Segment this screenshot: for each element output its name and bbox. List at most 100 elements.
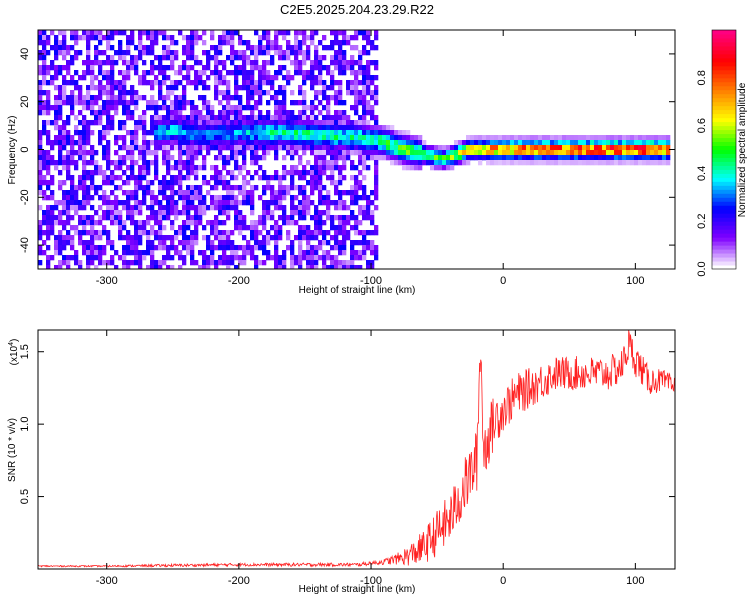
spectrogram-cell — [358, 55, 363, 61]
spectrogram-cell — [58, 210, 63, 216]
spectrogram-cell — [466, 145, 471, 151]
spectrogram-cell — [154, 40, 159, 46]
spectrogram-cell — [178, 30, 183, 36]
spectrogram-cell — [262, 150, 267, 156]
spectrogram-cell — [218, 210, 223, 216]
spectrogram-cell — [90, 150, 95, 156]
spectrogram-cell — [190, 150, 195, 156]
spectrogram-cell — [66, 255, 71, 261]
spectrogram-cell — [54, 120, 59, 126]
spectrogram-cell — [202, 235, 207, 241]
spectrogram-cell — [150, 250, 155, 256]
spectrogram-cell — [606, 145, 611, 151]
spectrogram-cell — [202, 140, 207, 146]
spectrogram-cell — [366, 260, 371, 266]
spectrogram-cell — [610, 135, 615, 141]
spectrogram-cell — [266, 70, 271, 76]
spectrogram-cell — [370, 115, 375, 121]
spectrogram-cell — [178, 150, 183, 156]
spectrogram-cell — [170, 255, 175, 261]
spectrogram-cell — [234, 220, 239, 226]
spectrogram-cell — [334, 230, 339, 236]
spectrogram-cell — [250, 245, 255, 251]
spectrogram-cell — [42, 220, 47, 226]
spectrogram-cell — [198, 80, 203, 86]
spectrogram-cell — [362, 35, 367, 41]
spectrogram-cell — [298, 155, 303, 161]
spectrogram-cell — [174, 145, 179, 151]
spectrogram-cell — [222, 120, 227, 126]
spectrogram-cell — [98, 255, 103, 261]
spectrogram-cell — [130, 210, 135, 216]
spectrogram-cell — [362, 240, 367, 246]
spectrogram-cell — [418, 140, 423, 146]
spectrogram-cell — [310, 105, 315, 111]
spectrogram-cell — [270, 130, 275, 136]
spectrogram-cell — [102, 195, 107, 201]
spectrogram-cell — [466, 140, 471, 146]
spectrogram-cell — [202, 130, 207, 136]
spectrogram-cell — [334, 55, 339, 61]
spectrogram-cell — [106, 90, 111, 96]
spectrogram-cell — [366, 145, 371, 151]
spectrogram-cell — [506, 140, 511, 146]
spectrogram-cell — [362, 65, 367, 71]
spectrogram-cell — [338, 215, 343, 221]
spectrogram-cell — [222, 75, 227, 81]
spectrogram-cell — [302, 205, 307, 211]
spectrogram-cell — [234, 125, 239, 131]
spectrogram-cell — [134, 160, 139, 166]
spectrogram-cell — [146, 235, 151, 241]
spectrogram-cell — [366, 70, 371, 76]
spectrogram-cell — [190, 135, 195, 141]
colorbar-swatch — [712, 109, 736, 115]
spectrogram-cell — [226, 155, 231, 161]
spectrogram-cell — [262, 260, 267, 266]
colorbar-swatch — [712, 233, 736, 238]
spectrogram-cell — [354, 90, 359, 96]
spectrogram-cell — [374, 120, 379, 126]
spectrogram-cell — [370, 95, 375, 101]
spectrogram-cell — [410, 155, 415, 161]
spectrogram-cell — [278, 190, 283, 196]
spectrogram-cell — [218, 110, 223, 116]
spectrogram-cell — [42, 230, 47, 236]
spectrogram-cell — [162, 260, 167, 266]
spectrogram-cell — [574, 160, 579, 166]
spectrogram-cell — [142, 155, 147, 161]
spectrogram-cell — [362, 175, 367, 181]
spectrogram-cell — [46, 220, 51, 226]
spectrogram-cell — [462, 140, 467, 146]
spectrogram-cell — [70, 90, 75, 96]
spectrogram-cell — [178, 165, 183, 171]
spectrogram-cell — [110, 30, 115, 36]
spectrogram-cell — [94, 235, 99, 241]
spectrogram-cell — [150, 225, 155, 231]
spectrogram-cell — [194, 70, 199, 76]
spectrogram-cell — [186, 80, 191, 86]
spectrogram-cell — [174, 210, 179, 216]
spectrogram-cell — [310, 35, 315, 41]
spectrogram-cell — [142, 250, 147, 256]
spectrogram-cell — [54, 55, 59, 61]
spectrogram-cell — [474, 150, 479, 156]
spectrogram-cell — [302, 90, 307, 96]
spectrogram-cell — [246, 135, 251, 141]
spectrogram-cell — [58, 110, 63, 116]
spectrogram-cell — [250, 130, 255, 136]
spectrogram-cell — [366, 35, 371, 41]
spectrogram-cell — [154, 150, 159, 156]
spectrogram-cell — [218, 130, 223, 136]
spectrogram-cell — [290, 90, 295, 96]
spectrogram-cell — [38, 80, 43, 86]
spectrogram-cell — [514, 160, 519, 166]
spectrogram-cell — [266, 215, 271, 221]
spectrogram-cell — [302, 165, 307, 171]
spectrogram-cell — [82, 200, 87, 206]
spectrogram-cell — [374, 30, 379, 36]
spectrogram-cell — [494, 135, 499, 141]
x-tick-label: -100 — [360, 275, 382, 287]
spectrogram-cell — [286, 170, 291, 176]
spectrogram-cell — [86, 215, 91, 221]
spectrogram-cell — [86, 140, 91, 146]
